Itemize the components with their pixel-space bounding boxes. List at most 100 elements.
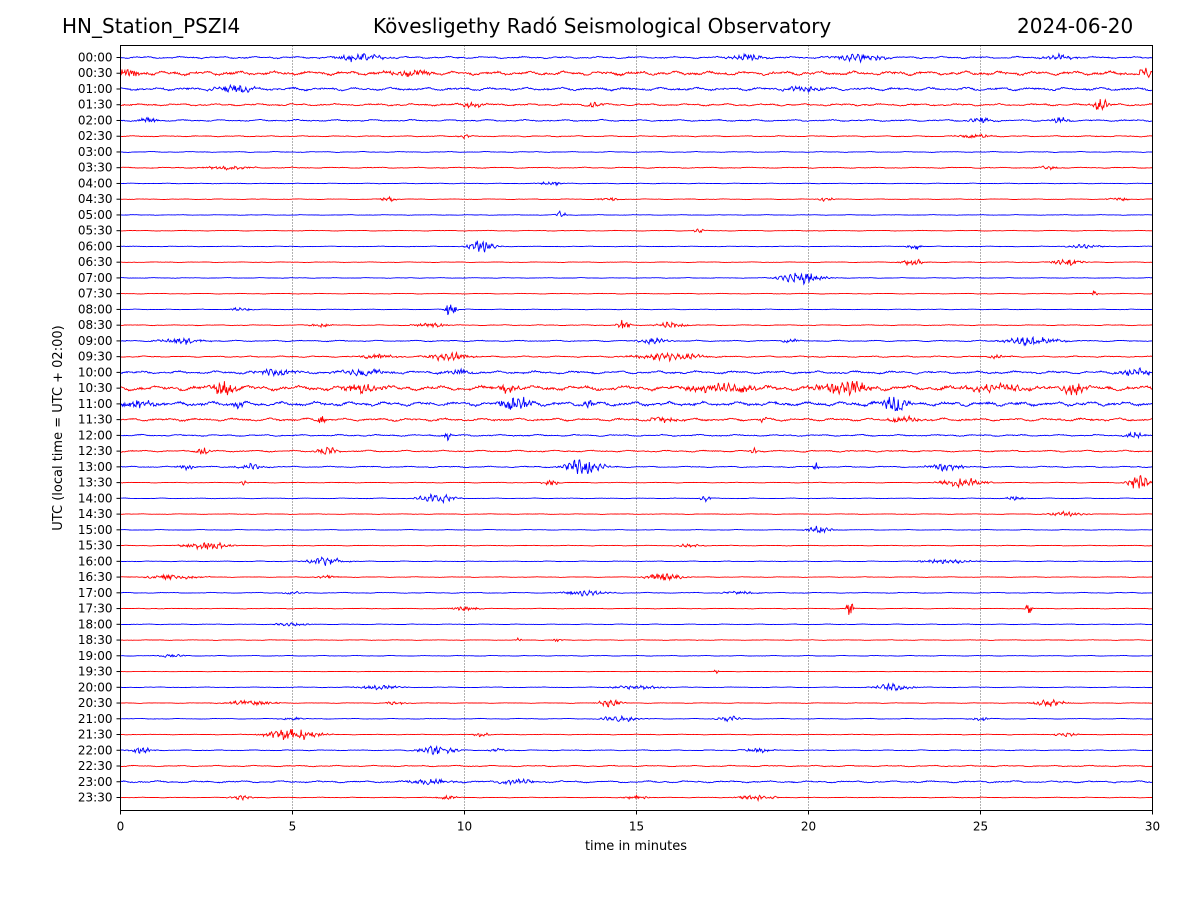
trace-1500 [120,525,1153,534]
y-tick-label: 05:30 [78,224,113,238]
y-tick-label: 16:30 [78,570,113,584]
y-tick-label: 20:30 [78,696,113,710]
chart-date: 2024-06-20 [1017,14,1134,38]
y-tick-label: 10:00 [78,365,113,379]
trace-1030 [120,380,1153,397]
trace-1300 [120,459,1153,475]
trace-1130 [120,414,1153,424]
y-tick-label: 01:30 [78,98,113,112]
y-tick-label: 07:00 [78,271,113,285]
trace-1330 [120,474,1153,489]
trace-1400 [120,492,1153,505]
y-tick-label: 14:00 [78,491,113,505]
x-axis-label: time in minutes [585,839,687,854]
y-tick-label: 13:30 [78,476,113,490]
trace-1730 [120,603,1153,615]
y-tick-label: 13:00 [78,460,113,474]
station-name: HN_Station_PSZI4 [62,14,241,38]
y-tick-label: 05:00 [78,208,113,222]
y-tick-label: 21:30 [78,728,113,742]
y-tick-label: 12:00 [78,428,113,442]
trace-2130 [120,729,1153,741]
y-tick-label: 17:30 [78,602,113,616]
trace-1000 [120,367,1153,378]
y-tick-label: 15:00 [78,523,113,537]
y-tick-label: 17:00 [78,586,113,600]
trace-0400 [120,181,1153,187]
y-tick-label: 00:30 [78,66,113,80]
y-tick-label: 19:30 [78,665,113,679]
x-tick-label: 10 [457,820,472,834]
y-tick-label: 02:00 [78,113,113,127]
trace-1430 [120,510,1153,518]
trace-0200 [120,116,1153,124]
trace-0930 [120,351,1153,363]
trace-0900 [120,335,1153,347]
trace-1830 [120,636,1153,643]
y-tick-label: 02:30 [78,129,113,143]
trace-0600 [120,240,1153,253]
chart-title: Kövesligethy Radó Seismological Observat… [373,14,832,38]
y-tick-label: 19:00 [78,649,113,663]
trace-1230 [120,446,1153,455]
trace-1700 [120,589,1153,597]
grid-lines [292,45,981,811]
y-tick-label: 22:00 [78,743,113,757]
y-tick-label: 08:00 [78,302,113,316]
trace-1200 [120,431,1153,442]
y-tick-label: 10:30 [78,381,113,395]
trace-0700 [120,272,1153,286]
y-tick-label: 14:30 [78,507,113,521]
y-tick-label: 06:00 [78,239,113,253]
y-tick-label: 06:30 [78,255,113,269]
y-tick-label: 03:30 [78,161,113,175]
trace-2200 [120,744,1153,756]
y-tick-label: 21:00 [78,712,113,726]
trace-1100 [120,396,1153,412]
trace-0300 [120,151,1153,153]
trace-2300 [120,777,1153,786]
y-tick-label: 01:00 [78,82,113,96]
trace-2330 [120,793,1153,802]
trace-0230 [120,133,1153,140]
trace-0830 [120,319,1153,329]
x-tick-label: 15 [629,820,644,834]
trace-0030 [120,67,1153,79]
trace-0500 [120,210,1153,218]
x-tick-label: 30 [1145,820,1160,834]
y-tick-label: 11:30 [78,413,113,427]
y-tick-label: 12:30 [78,444,113,458]
trace-1630 [120,573,1153,582]
y-tick-label: 20:00 [78,680,113,694]
y-tick-label: 23:30 [78,791,113,805]
trace-0630 [120,258,1153,267]
x-axis: 0 5 10 15 20 25 30 [117,810,1160,834]
trace-1530 [120,541,1153,551]
y-tick-label: 00:00 [78,51,113,65]
trace-0430 [120,195,1153,203]
y-tick-label: 04:00 [78,176,113,190]
trace-0000 [120,52,1153,64]
trace-0530 [120,228,1153,234]
trace-1900 [120,653,1153,658]
y-tick-label: 18:30 [78,633,113,647]
y-tick-label: 23:00 [78,775,113,789]
y-tick-label: 11:00 [78,397,113,411]
y-axis-label: UTC (local time = UTC + 02:00) [51,325,66,530]
y-tick-label: 04:30 [78,192,113,206]
x-tick-label: 25 [973,820,988,834]
y-tick-label: 03:00 [78,145,113,159]
trace-1930 [120,669,1153,675]
y-tick-label: 16:00 [78,554,113,568]
trace-2230 [120,764,1153,768]
x-tick-label: 5 [289,820,297,834]
y-tick-label: 08:30 [78,318,113,332]
y-tick-label: 09:00 [78,334,113,348]
trace-0730 [120,290,1153,296]
y-tick-label: 22:30 [78,759,113,773]
trace-2000 [120,682,1153,692]
trace-0100 [120,83,1153,94]
trace-1600 [120,556,1153,566]
x-tick-label: 20 [801,820,816,834]
